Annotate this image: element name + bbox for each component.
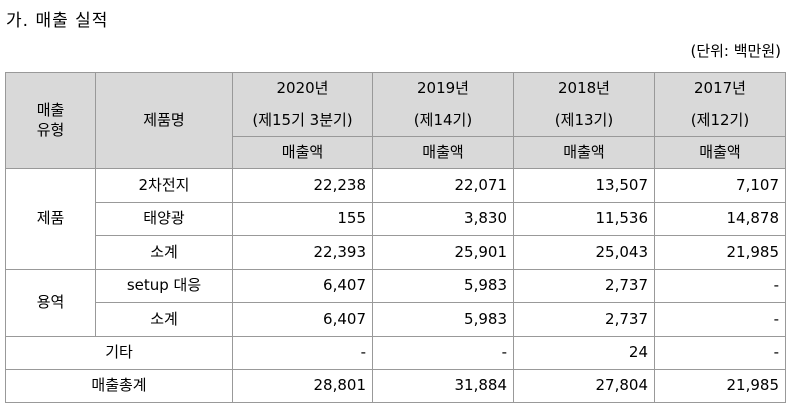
value-cell: 6,407 xyxy=(232,302,373,337)
item-cell: 소계 xyxy=(95,235,233,270)
value-cell: - xyxy=(654,268,786,303)
group-cell: 용역 xyxy=(5,268,96,337)
period-cell: (제15기 3분기) xyxy=(232,104,373,137)
value-cell: 5,983 xyxy=(372,302,514,337)
value-cell: 13,507 xyxy=(513,168,655,203)
value-cell: 22,238 xyxy=(232,168,373,203)
item-cell: 태양광 xyxy=(95,201,233,236)
table-head: 매출 유형 제품명 2020년 2019년 2018년 2017년 (제15기 3분기) (제… xyxy=(5,72,786,169)
value-cell: 7,107 xyxy=(654,168,786,203)
metric-cell: 매출액 xyxy=(654,136,786,169)
value-cell: - xyxy=(372,335,514,370)
group-cell: 제품 xyxy=(5,168,96,270)
year-cell: 2018년 xyxy=(513,72,655,105)
data-row: 소계 22,393 25,901 25,043 21,985 xyxy=(6,235,786,270)
data-row: 용역 setup 대응 6,407 5,983 2,737- xyxy=(5,268,786,337)
item-cell: setup 대응 xyxy=(95,268,233,303)
value-cell: 21,985 xyxy=(654,235,786,270)
value-cell: - xyxy=(232,335,373,370)
unit-note: (단위: 백만원) xyxy=(690,42,781,60)
period-cell: (제14기) xyxy=(372,104,514,137)
metric-cell: 매출액 xyxy=(372,136,514,169)
header-cell: 매출 유형 xyxy=(5,72,96,169)
data-row: 태양광 155 3,830 11,536 14,878 xyxy=(6,201,786,236)
value-cell: 2,737 xyxy=(513,302,655,337)
header-row: 매출액 매출액 매출액 매출액 xyxy=(6,136,786,169)
sales-table: 매출 유형 제품명 2020년 2019년 2018년 2017년 (제15기 3분기) (제… xyxy=(5,72,786,403)
value-cell: 31,884 xyxy=(372,368,514,403)
value-cell: 6,407 xyxy=(232,268,373,303)
table-body: 제품 2차전지 22,238 22,071 13,507 7,107 태양광 155 3,830… xyxy=(5,168,786,403)
value-cell: 24 xyxy=(513,335,655,370)
value-cell: 22,393 xyxy=(232,235,373,270)
value-cell: 11,536 xyxy=(513,201,655,236)
year-cell: 2020년 xyxy=(232,72,373,105)
value-cell: 25,901 xyxy=(372,235,514,270)
data-row: 제품 2차전지 22,238 22,071 13,507 7,107 xyxy=(5,168,786,270)
year-cell: 2019년 xyxy=(372,72,514,105)
value-cell: 28,801 xyxy=(232,368,373,403)
value-cell: - xyxy=(654,335,786,370)
value-cell: 22,071 xyxy=(372,168,514,203)
metric-cell: 매출액 xyxy=(513,136,655,169)
total-row: 기타 - -24- xyxy=(5,335,786,370)
total-row: 매출총계 28,801 31,884 27,804 21,985 xyxy=(5,368,786,403)
total-label: 기타 xyxy=(5,335,233,370)
section-title: 가. 매출 실적 xyxy=(6,11,109,31)
period-cell: (제13기) xyxy=(513,104,655,137)
value-cell: - xyxy=(654,302,786,337)
item-cell: 2차전지 xyxy=(95,168,233,203)
period-cell: (제12기) xyxy=(654,104,786,137)
value-cell: 21,985 xyxy=(654,368,786,403)
header-cell: 제품명 xyxy=(95,72,233,169)
value-cell: 25,043 xyxy=(513,235,655,270)
value-cell: 5,983 xyxy=(372,268,514,303)
item-cell: 소계 xyxy=(95,302,233,337)
header-row: 매출 유형 제품명 2020년 2019년 2018년 2017년 xyxy=(5,72,786,169)
value-cell: 3,830 xyxy=(372,201,514,236)
value-cell: 14,878 xyxy=(654,201,786,236)
value-cell: 155 xyxy=(232,201,373,236)
total-label: 매출총계 xyxy=(5,368,233,403)
value-cell: 27,804 xyxy=(513,368,655,403)
year-cell: 2017년 xyxy=(654,72,786,105)
metric-cell: 매출액 xyxy=(232,136,373,169)
value-cell: 2,737 xyxy=(513,268,655,303)
data-row: 소계 6,407 5,983 2,737- xyxy=(6,302,786,337)
